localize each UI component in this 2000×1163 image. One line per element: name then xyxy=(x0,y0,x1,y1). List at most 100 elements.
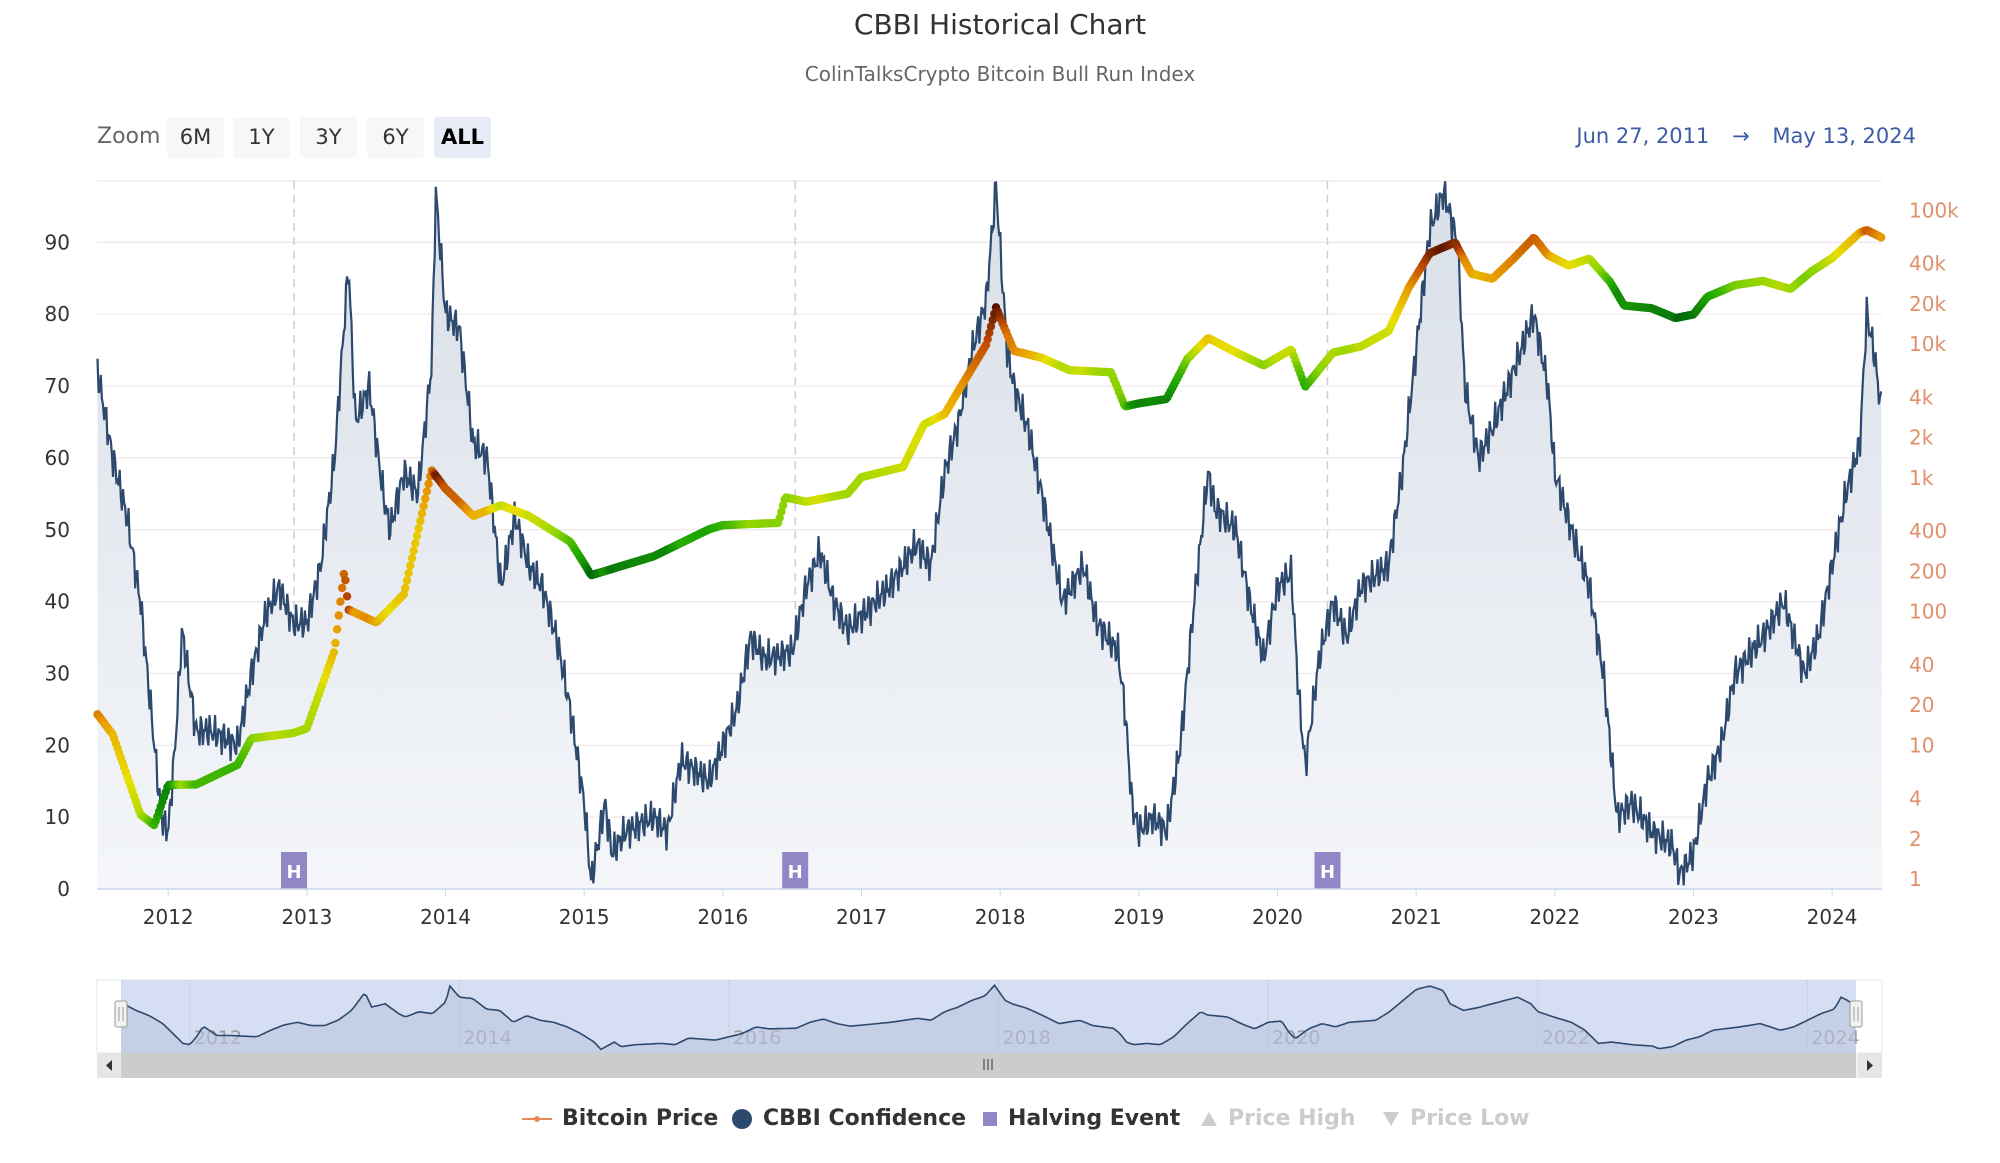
price-point xyxy=(332,625,342,634)
price-point xyxy=(417,509,427,518)
halving-marker-label: H xyxy=(788,862,803,883)
price-point xyxy=(401,583,410,593)
range-arrow: → xyxy=(1732,124,1750,148)
zoom-all-button[interactable]: ALL xyxy=(434,117,491,158)
legend-label: Price High xyxy=(1228,1106,1356,1131)
x-tick-label: 2016 xyxy=(697,905,748,929)
right-tick-label: 40k xyxy=(1909,252,1946,276)
navigator-left-handle[interactable] xyxy=(114,1000,128,1028)
triangle-down-icon xyxy=(1383,1111,1399,1126)
halving-marker-box xyxy=(782,852,809,889)
x-tick-label: 2020 xyxy=(1252,905,1303,929)
line-dot-icon xyxy=(522,1115,552,1122)
x-tick-label: 2018 xyxy=(975,905,1026,929)
x-tick-label: 2015 xyxy=(559,905,610,929)
legend-item-halving-event[interactable]: Halving Event xyxy=(982,1106,1180,1131)
right-tick-label: 10k xyxy=(1909,332,1946,356)
left-tick-label: 80 xyxy=(45,302,70,326)
arrow-left-icon xyxy=(106,1060,112,1071)
right-tick-label: 1k xyxy=(1909,466,1934,490)
right-tick-label: 20k xyxy=(1909,292,1946,316)
price-point xyxy=(337,583,347,593)
price-point xyxy=(407,554,417,563)
left-tick-label: 90 xyxy=(45,230,70,254)
price-point xyxy=(329,648,338,657)
halving-marker[interactable]: H xyxy=(1314,852,1341,889)
right-tick-label: 4k xyxy=(1909,385,1934,409)
legend-label: Bitcoin Price xyxy=(562,1106,719,1131)
square-icon xyxy=(983,1111,997,1126)
right-tick-label: 100 xyxy=(1909,600,1947,624)
price-point xyxy=(409,546,418,555)
halving-marker-box xyxy=(1314,852,1341,889)
x-tick-label: 2014 xyxy=(420,905,471,929)
x-tick-label: 2024 xyxy=(1807,905,1858,929)
legend-item-price-low[interactable]: Price Low xyxy=(1382,1106,1530,1131)
legend-item-cbbi-confidence[interactable]: CBBI Confidence xyxy=(731,1106,966,1131)
price-point xyxy=(986,322,996,331)
right-tick-label: 4 xyxy=(1909,787,1922,811)
right-tick-label: 2 xyxy=(1909,827,1922,851)
zoom-3y-button[interactable]: 3Y xyxy=(300,117,357,158)
chart-title: CBBI Historical Chart xyxy=(853,8,1147,41)
date-from-input[interactable]: Jun 27, 2011 xyxy=(1576,124,1710,148)
right-axis: 1 2 4 10 20 40 100 200 400 1k 2k 4k 10k 20k 40k 100k xyxy=(1909,199,1959,892)
price-point xyxy=(331,638,340,648)
price-point xyxy=(988,315,997,325)
legend-label: Halving Event xyxy=(1008,1106,1181,1131)
zoom-1y-button[interactable]: 1Y xyxy=(233,117,290,158)
x-tick-label: 2022 xyxy=(1529,905,1580,929)
price-point xyxy=(341,576,350,585)
navigator-right-handle[interactable] xyxy=(1849,1000,1863,1028)
left-tick-label: 50 xyxy=(45,518,70,542)
right-tick-label: 20 xyxy=(1909,693,1934,717)
halving-marker[interactable]: H xyxy=(782,852,809,889)
price-point xyxy=(983,335,992,344)
x-tick-label: 2023 xyxy=(1668,905,1719,929)
price-point xyxy=(1877,233,1886,242)
date-to-input[interactable]: May 13, 2024 xyxy=(1772,124,1916,148)
left-tick-label: 40 xyxy=(45,590,70,614)
price-point xyxy=(406,561,415,570)
halving-marker-box xyxy=(281,852,308,889)
left-tick-label: 0 xyxy=(57,877,70,901)
cbbi-line xyxy=(96,181,1883,886)
right-tick-label: 200 xyxy=(1909,559,1947,583)
chart-subtitle: ColinTalksCrypto Bitcoin Bull Run Index xyxy=(804,62,1196,86)
legend-item-bitcoin-price[interactable]: Bitcoin Price xyxy=(522,1106,718,1131)
x-tick-label: 2021 xyxy=(1391,905,1442,929)
scrollbar-grip-icon xyxy=(983,1059,993,1070)
price-point xyxy=(424,479,433,488)
x-tick-label: 2012 xyxy=(143,905,194,929)
price-point xyxy=(421,494,430,503)
price-point xyxy=(419,502,428,511)
price-point xyxy=(334,611,343,620)
price-point xyxy=(399,590,408,599)
scrollbar-right-arrow[interactable] xyxy=(1858,1053,1882,1078)
scrollbar-left-arrow[interactable] xyxy=(97,1053,121,1078)
left-tick-label: 70 xyxy=(45,374,70,398)
left-tick-label: 20 xyxy=(45,733,70,757)
price-point xyxy=(422,487,432,496)
price-point xyxy=(416,516,425,526)
right-tick-label: 2k xyxy=(1909,426,1934,450)
price-point xyxy=(342,592,352,601)
date-range: Jun 27, 2011 → May 13, 2024 xyxy=(1568,124,1924,148)
navigator-line xyxy=(120,984,1855,1051)
triangle-up-icon xyxy=(1201,1111,1217,1126)
price-point xyxy=(985,328,994,337)
right-tick-label: 1 xyxy=(1909,867,1922,891)
cbbi-area xyxy=(97,181,1882,890)
zoom-6m-button[interactable]: 6M xyxy=(167,117,224,158)
legend-item-price-high[interactable]: Price High xyxy=(1200,1106,1356,1131)
navigator-area xyxy=(121,985,1856,1053)
circle-icon xyxy=(732,1108,752,1129)
arrow-right-icon xyxy=(1867,1060,1873,1071)
left-tick-label: 30 xyxy=(45,661,70,685)
legend-label: CBBI Confidence xyxy=(763,1106,967,1131)
halving-marker[interactable]: H xyxy=(281,852,308,889)
x-tick-label: 2013 xyxy=(281,905,332,929)
zoom-6y-button[interactable]: 6Y xyxy=(367,117,424,158)
